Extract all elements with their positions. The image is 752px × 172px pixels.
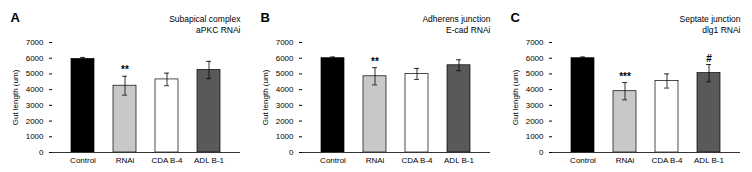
svg-text:#: # bbox=[706, 53, 712, 64]
svg-text:Gut length (um): Gut length (um) bbox=[511, 69, 520, 125]
svg-text:4000: 4000 bbox=[276, 85, 294, 94]
svg-text:3000: 3000 bbox=[26, 101, 44, 110]
svg-text:ADL B-1: ADL B-1 bbox=[194, 156, 224, 165]
svg-text:5000: 5000 bbox=[526, 69, 544, 78]
svg-text:Subapical complexaPKC RNAi: Subapical complexaPKC RNAi bbox=[169, 14, 241, 35]
svg-text:0: 0 bbox=[39, 148, 44, 157]
svg-text:***: *** bbox=[619, 71, 631, 82]
svg-text:RNAi: RNAi bbox=[116, 156, 135, 165]
svg-text:CDA B-4: CDA B-4 bbox=[401, 156, 433, 165]
svg-text:7000: 7000 bbox=[26, 38, 44, 47]
svg-text:7000: 7000 bbox=[276, 38, 294, 47]
svg-text:2000: 2000 bbox=[526, 117, 544, 126]
svg-text:CDA B-4: CDA B-4 bbox=[651, 156, 683, 165]
svg-text:6000: 6000 bbox=[276, 54, 294, 63]
svg-text:Control: Control bbox=[320, 156, 346, 165]
svg-text:Adherens junctionE-cad RNAi: Adherens junctionE-cad RNAi bbox=[422, 14, 490, 35]
svg-text:ADL B-1: ADL B-1 bbox=[694, 156, 724, 165]
svg-text:4000: 4000 bbox=[526, 85, 544, 94]
svg-text:**: ** bbox=[121, 64, 129, 75]
svg-text:0: 0 bbox=[539, 148, 544, 157]
svg-text:RNAi: RNAi bbox=[616, 156, 635, 165]
svg-text:2000: 2000 bbox=[26, 117, 44, 126]
svg-text:Control: Control bbox=[570, 156, 596, 165]
svg-text:1000: 1000 bbox=[26, 132, 44, 141]
svg-text:B: B bbox=[261, 10, 270, 25]
svg-text:7000: 7000 bbox=[526, 38, 544, 47]
svg-text:1000: 1000 bbox=[526, 132, 544, 141]
svg-text:Septate junctiondlg1 RNAi: Septate junctiondlg1 RNAi bbox=[680, 14, 741, 35]
svg-text:1000: 1000 bbox=[276, 132, 294, 141]
svg-text:CDA B-4: CDA B-4 bbox=[151, 156, 183, 165]
svg-text:A: A bbox=[11, 10, 21, 25]
svg-text:C: C bbox=[511, 10, 521, 25]
svg-text:ADL B-1: ADL B-1 bbox=[444, 156, 474, 165]
svg-text:Gut length (um): Gut length (um) bbox=[261, 69, 270, 125]
svg-text:2000: 2000 bbox=[276, 117, 294, 126]
svg-text:3000: 3000 bbox=[526, 101, 544, 110]
svg-text:Control: Control bbox=[70, 156, 96, 165]
svg-text:Gut length (um): Gut length (um) bbox=[11, 69, 20, 125]
svg-text:6000: 6000 bbox=[26, 54, 44, 63]
svg-text:RNAi: RNAi bbox=[366, 156, 385, 165]
svg-text:**: ** bbox=[371, 56, 379, 67]
svg-text:5000: 5000 bbox=[26, 69, 44, 78]
svg-text:3000: 3000 bbox=[276, 101, 294, 110]
svg-text:4000: 4000 bbox=[26, 85, 44, 94]
svg-text:0: 0 bbox=[289, 148, 294, 157]
svg-text:5000: 5000 bbox=[276, 69, 294, 78]
svg-text:6000: 6000 bbox=[526, 54, 544, 63]
